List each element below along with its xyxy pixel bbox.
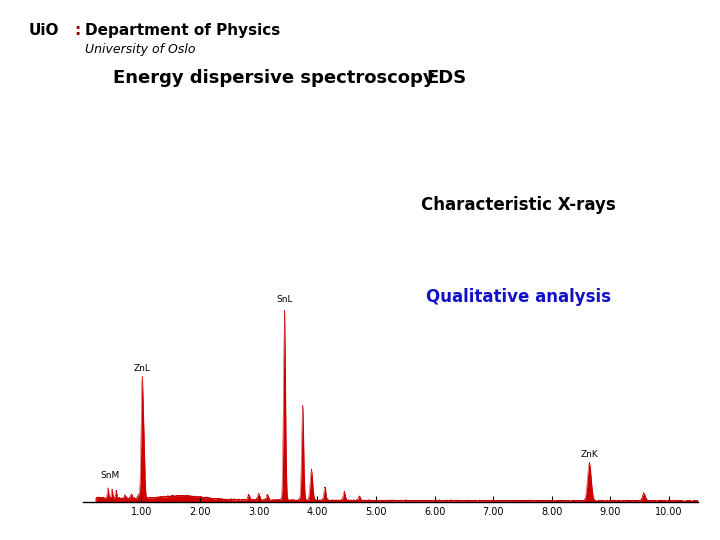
Text: SnL: SnL bbox=[276, 295, 293, 304]
Text: SnM: SnM bbox=[101, 471, 120, 480]
Text: EDS: EDS bbox=[426, 69, 467, 87]
Text: Energy dispersive spectroscopy: Energy dispersive spectroscopy bbox=[113, 69, 434, 87]
Text: ZnK: ZnK bbox=[580, 450, 598, 459]
Text: UiO: UiO bbox=[29, 23, 59, 38]
Text: Characteristic X-rays: Characteristic X-rays bbox=[421, 196, 616, 214]
Text: :: : bbox=[74, 23, 81, 38]
Text: Department of Physics: Department of Physics bbox=[85, 23, 280, 38]
Text: University of Oslo: University of Oslo bbox=[85, 43, 195, 56]
Text: Qualitative analysis: Qualitative analysis bbox=[426, 288, 611, 306]
Text: ZnL: ZnL bbox=[134, 364, 150, 374]
